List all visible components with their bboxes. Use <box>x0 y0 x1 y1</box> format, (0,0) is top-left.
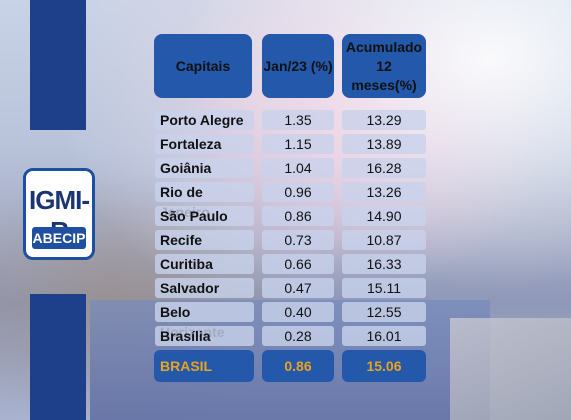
row-city: Belo Horizonte <box>155 302 254 340</box>
total-city: BRASIL <box>154 350 254 382</box>
row-city: Rio de Janeiro <box>155 182 254 220</box>
igmi-r-logo: IGMI-R ABECIP <box>23 168 95 260</box>
row-accumulated: 16.28 <box>342 158 426 178</box>
row-city: Brasília <box>155 326 254 346</box>
row-city: Porto Alegre <box>155 110 254 130</box>
header-month: Jan/23 (%) <box>262 34 334 98</box>
row-accumulated: 13.89 <box>342 134 426 154</box>
row-accumulated: 16.01 <box>342 326 426 346</box>
row-city: Fortaleza <box>155 134 254 154</box>
row-accumulated: 10.87 <box>342 230 426 250</box>
row-city: São Paulo <box>155 206 254 226</box>
row-city: Goiânia <box>155 158 254 178</box>
row-month: 1.04 <box>262 158 334 178</box>
row-accumulated: 13.26 <box>342 182 426 202</box>
row-city: Salvador <box>155 278 254 298</box>
bottom-blue-bar <box>30 294 86 420</box>
row-accumulated: 12.55 <box>342 302 426 322</box>
row-month: 0.28 <box>262 326 334 346</box>
row-month: 0.86 <box>262 206 334 226</box>
header-city: Capitais <box>154 34 252 98</box>
row-month: 0.66 <box>262 254 334 274</box>
total-accumulated: 15.06 <box>342 350 426 382</box>
header-accumulated: Acumulado 12 meses(%) <box>342 34 426 98</box>
top-blue-bar <box>30 0 86 130</box>
total-month: 0.86 <box>262 350 334 382</box>
row-month: 0.96 <box>262 182 334 202</box>
row-city: Recife <box>155 230 254 250</box>
row-accumulated: 14.90 <box>342 206 426 226</box>
row-city: Curitiba <box>155 254 254 274</box>
logo-subtitle: ABECIP <box>32 227 86 249</box>
row-month: 1.15 <box>262 134 334 154</box>
row-accumulated: 16.33 <box>342 254 426 274</box>
row-accumulated: 13.29 <box>342 110 426 130</box>
walkway <box>450 318 571 420</box>
row-month: 1.35 <box>262 110 334 130</box>
row-month: 0.73 <box>262 230 334 250</box>
row-month: 0.40 <box>262 302 334 322</box>
row-accumulated: 15.11 <box>342 278 426 298</box>
row-month: 0.47 <box>262 278 334 298</box>
